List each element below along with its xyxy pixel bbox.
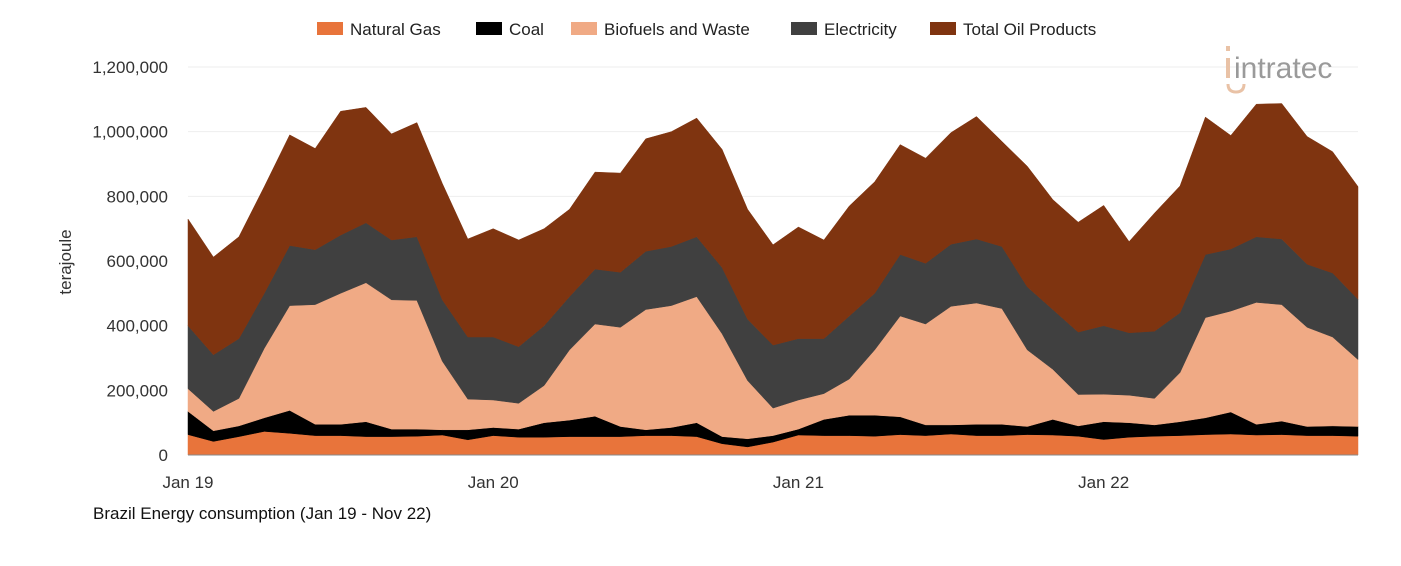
- y-axis-label: terajoule: [56, 229, 75, 294]
- legend-label: Total Oil Products: [963, 20, 1096, 39]
- y-tick-label: 400,000: [107, 317, 168, 336]
- x-axis: Jan 19 Jan 20 Jan 21 Jan 22: [162, 473, 1129, 492]
- legend-swatch: [791, 22, 817, 35]
- legend-label: Biofuels and Waste: [604, 20, 750, 39]
- legend-swatch: [317, 22, 343, 35]
- legend: Natural Gas Coal Biofuels and Waste Electri…: [317, 20, 1096, 39]
- area-total-oil-products: [187, 103, 1359, 356]
- legend-item: Total Oil Products: [930, 20, 1096, 39]
- legend-swatch: [930, 22, 956, 35]
- legend-item: Biofuels and Waste: [571, 20, 750, 39]
- legend-item: Coal: [476, 20, 544, 39]
- x-tick-label: Jan 22: [1078, 473, 1129, 492]
- svg-text:intratec: intratec: [1234, 52, 1332, 85]
- areas: [187, 103, 1359, 456]
- legend-swatch: [571, 22, 597, 35]
- x-tick-label: Jan 19: [162, 473, 213, 492]
- intratec-logo: intratec: [1226, 46, 1332, 94]
- legend-swatch: [476, 22, 502, 35]
- legend-label: Electricity: [824, 20, 897, 39]
- chart-title: Brazil Energy consumption (Jan 19 - Nov …: [93, 504, 431, 523]
- y-tick-label: 0: [159, 446, 168, 465]
- y-tick-label: 1,000,000: [92, 123, 168, 142]
- y-tick-label: 800,000: [107, 187, 168, 206]
- x-tick-label: Jan 20: [468, 473, 519, 492]
- legend-item: Electricity: [791, 20, 897, 39]
- y-tick-label: 600,000: [107, 252, 168, 271]
- y-axis: 0 200,000 400,000 600,000 800,000 1,000,000 1,…: [92, 58, 168, 465]
- legend-label: Natural Gas: [350, 20, 441, 39]
- legend-item: Natural Gas: [317, 20, 441, 39]
- y-tick-label: 1,200,000: [92, 58, 168, 77]
- legend-label: Coal: [509, 20, 544, 39]
- x-tick-label: Jan 21: [773, 473, 824, 492]
- y-tick-label: 200,000: [107, 381, 168, 400]
